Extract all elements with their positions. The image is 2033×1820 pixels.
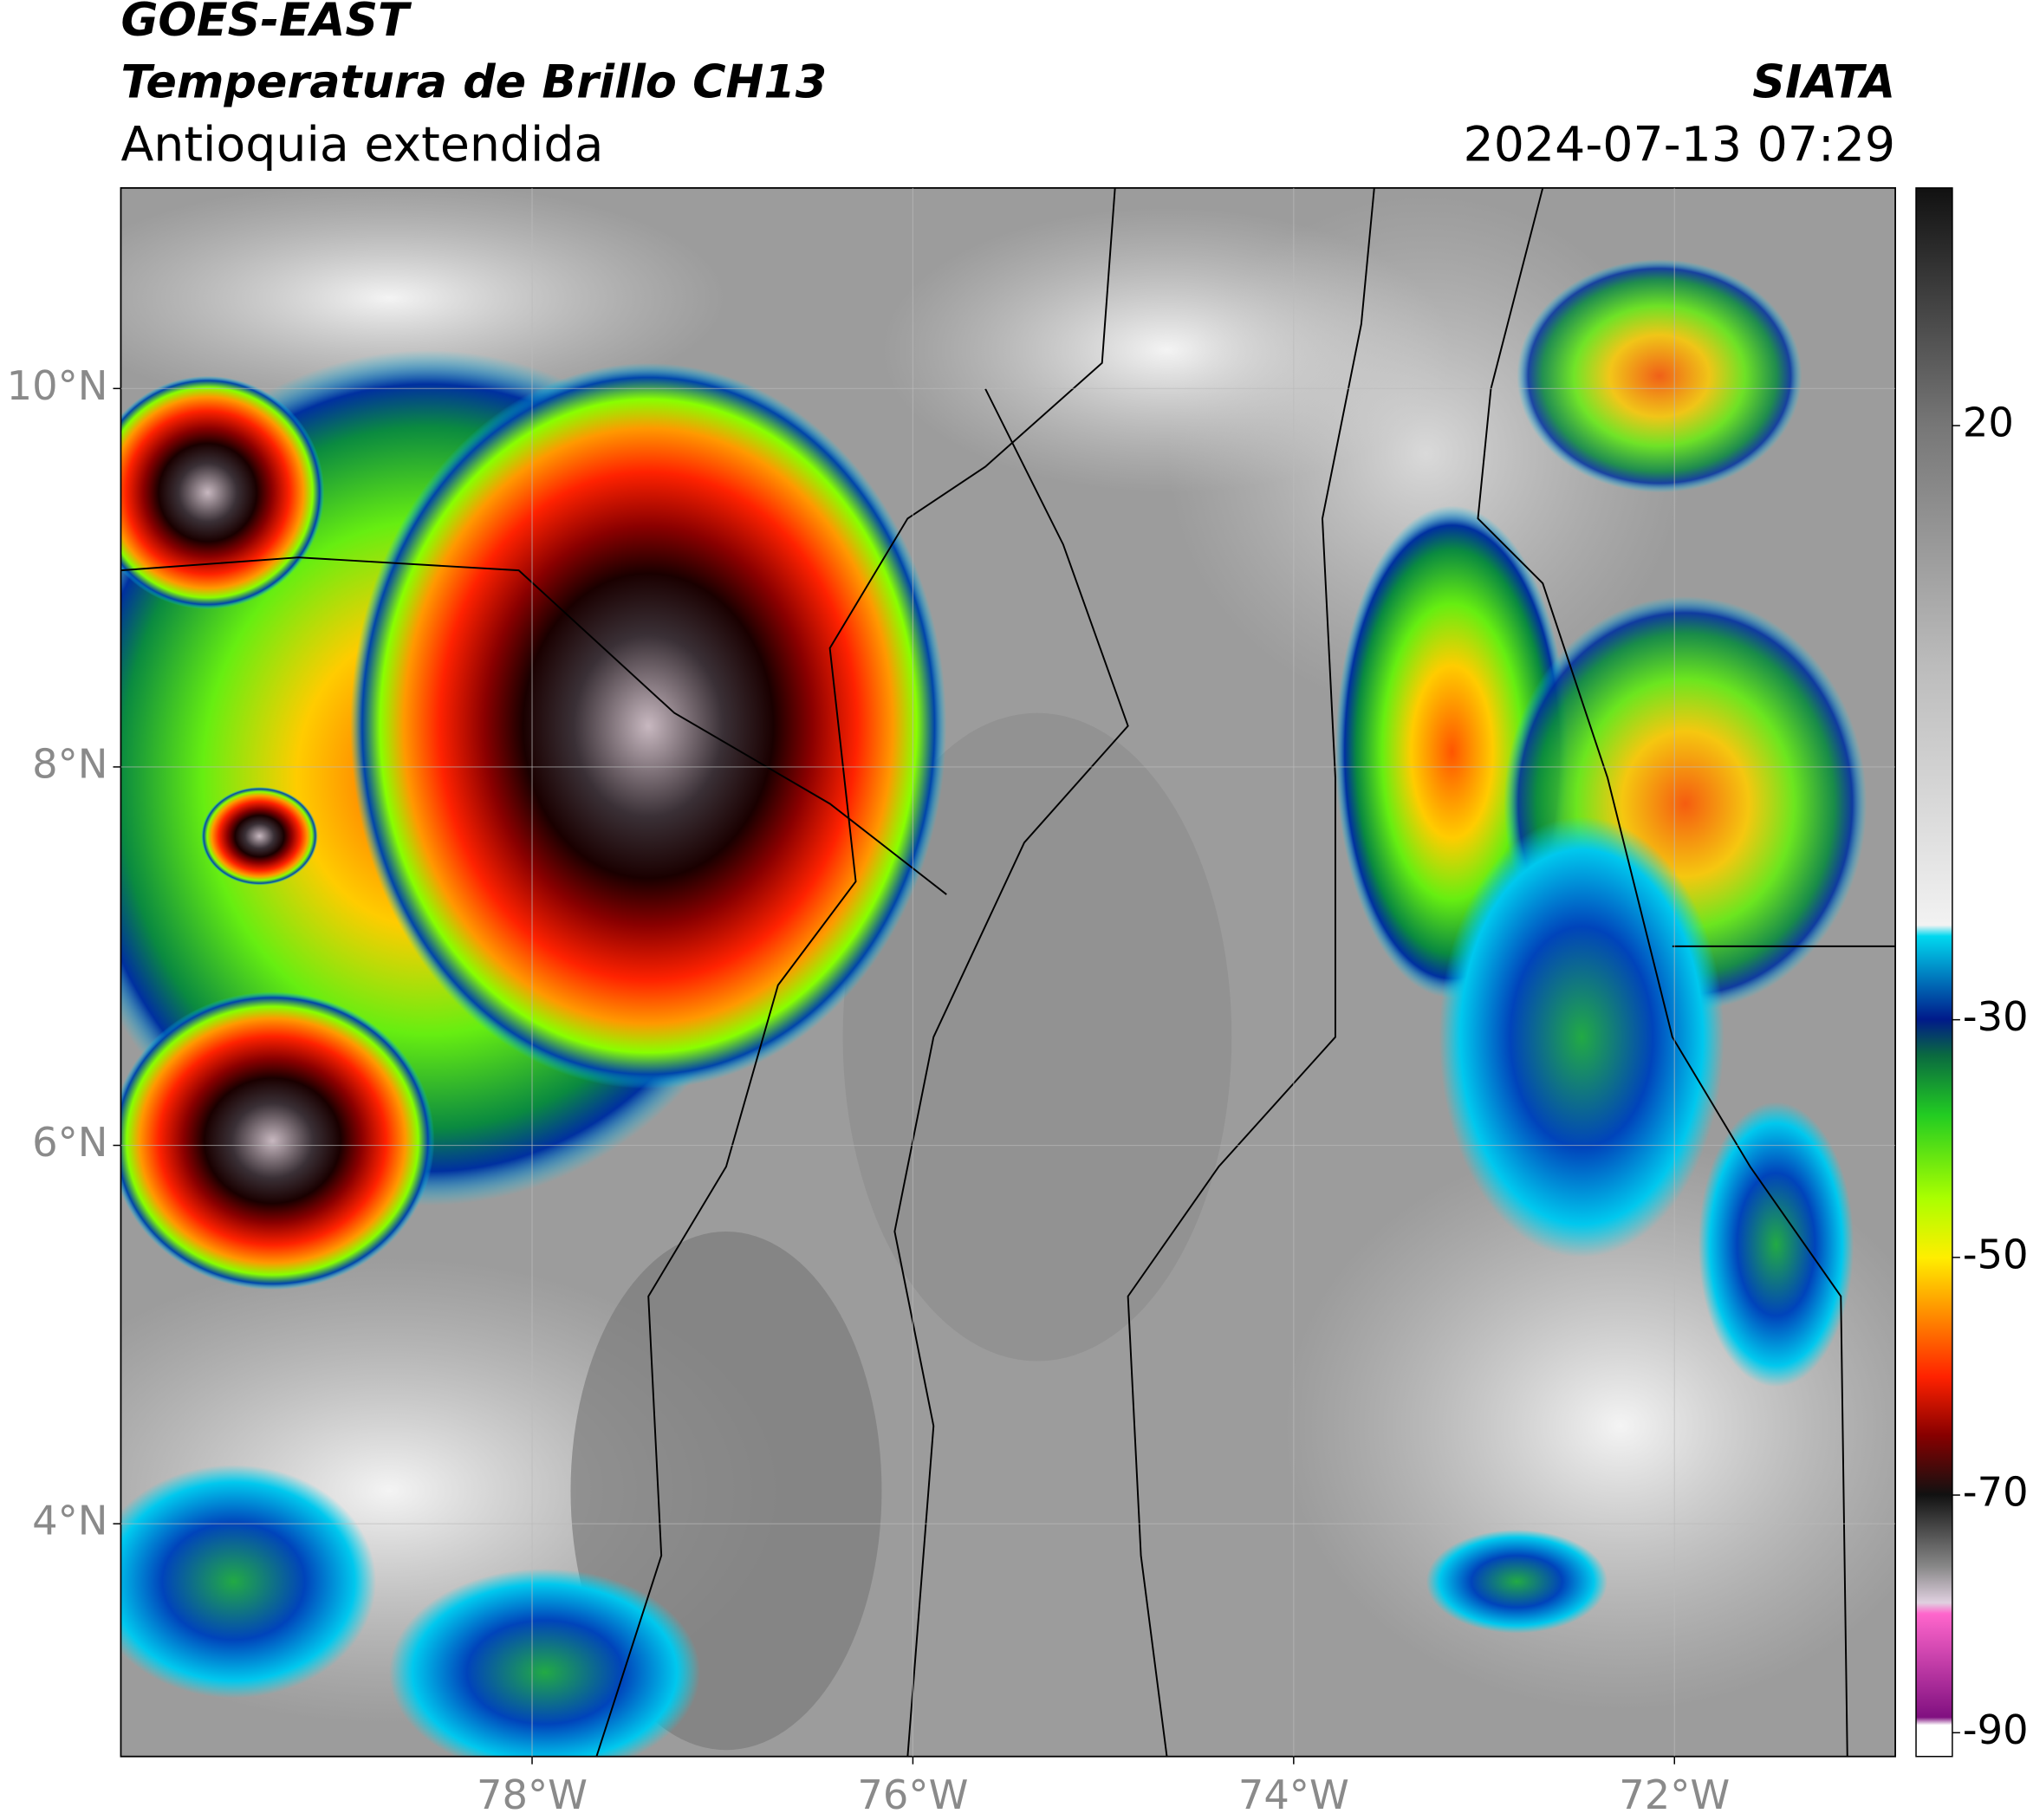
x-tick-label: 72°W — [1619, 1771, 1730, 1818]
colorbar-tick-label: -50 — [1963, 1231, 2029, 1277]
datetime: 2024-07-13 07:29 — [1464, 118, 1896, 173]
source: SIATA — [1752, 56, 1895, 109]
x-tick-label: 76°W — [857, 1771, 968, 1818]
x-tick-label: 74°W — [1238, 1771, 1349, 1818]
title: GOES-EAST — [120, 0, 412, 47]
map-frame — [120, 186, 1896, 1758]
colorbar-tick-label: -30 — [1963, 993, 2029, 1040]
region: Antioquia extendida — [120, 118, 603, 173]
colorbar-tick-label: -70 — [1963, 1469, 2029, 1516]
y-tick-label: 4°N — [32, 1498, 107, 1544]
colorbar-tick-label: 20 — [1963, 400, 2014, 446]
y-tick-label: 10°N — [7, 362, 108, 409]
x-tick-label: 78°W — [477, 1771, 588, 1818]
colorbar — [1915, 187, 1953, 1758]
y-tick-label: 6°N — [32, 1119, 107, 1166]
y-tick-label: 8°N — [32, 740, 107, 787]
subtitle: Temperatura de Brillo CH13 — [120, 56, 827, 109]
colorbar-tick-label: -90 — [1963, 1706, 2029, 1753]
satellite-image — [120, 187, 1896, 1757]
